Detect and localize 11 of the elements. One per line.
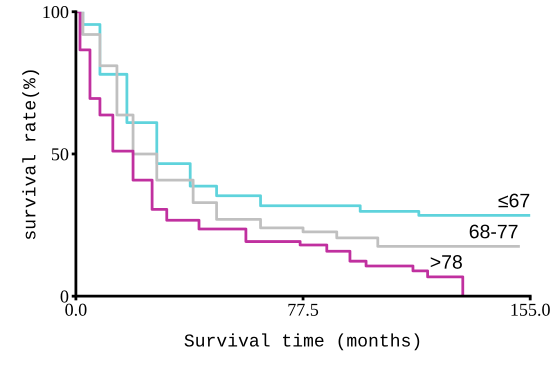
x-tick-label: 77.5	[288, 304, 318, 316]
series-label: ≤67	[498, 194, 530, 208]
y-tick-label: 50	[52, 148, 68, 160]
series-label: 68-77	[470, 224, 518, 238]
y-axis-title: survival rate(%)	[22, 70, 40, 240]
x-tick-label: 155.0	[511, 304, 550, 316]
y-tick-label: 0	[60, 290, 68, 303]
x-axis-title: Survival time (months)	[184, 333, 420, 350]
x-tick-label: 0.0	[65, 304, 86, 316]
series-label: >78	[430, 255, 462, 269]
y-tick-label: 100	[43, 6, 68, 18]
